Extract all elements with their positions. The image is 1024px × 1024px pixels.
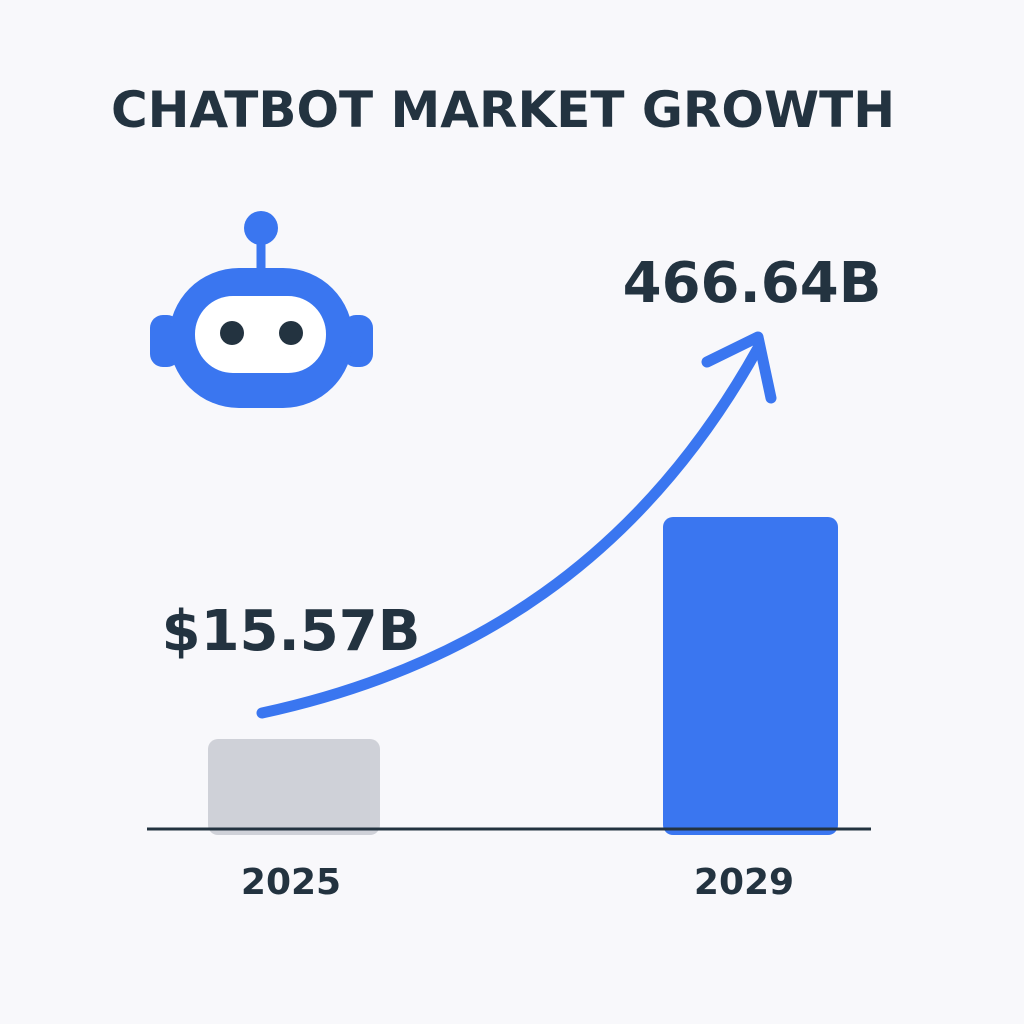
x-tick-label-2025: 2025	[241, 862, 341, 903]
bar-2025	[208, 739, 380, 835]
bar-2029	[663, 517, 838, 835]
x-tick-label-2029: 2029	[694, 862, 794, 903]
value-label-2029: 466.64B	[623, 251, 882, 316]
value-label-2025: $15.57B	[162, 599, 421, 664]
bars	[208, 517, 838, 835]
trend-arrow	[256, 331, 777, 719]
chart-title: CHATBOT MARKET GROWTH	[111, 81, 895, 139]
robot-icon	[150, 211, 373, 408]
